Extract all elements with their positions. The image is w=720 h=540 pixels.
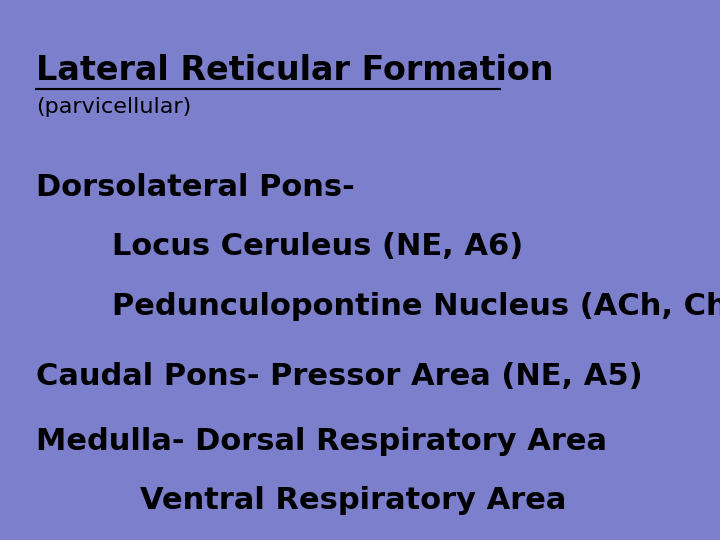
- Text: (parvicellular): (parvicellular): [36, 97, 192, 117]
- Text: Ventral Respiratory Area: Ventral Respiratory Area: [140, 486, 567, 515]
- Text: Medulla- Dorsal Respiratory Area: Medulla- Dorsal Respiratory Area: [36, 427, 607, 456]
- Text: Caudal Pons- Pressor Area (NE, A5): Caudal Pons- Pressor Area (NE, A5): [36, 362, 643, 391]
- Text: Locus Ceruleus (NE, A6): Locus Ceruleus (NE, A6): [112, 232, 523, 261]
- Text: Lateral Reticular Formation: Lateral Reticular Formation: [36, 54, 554, 87]
- Text: Dorsolateral Pons-: Dorsolateral Pons-: [36, 173, 355, 202]
- Text: Pedunculopontine Nucleus (ACh, Ch5): Pedunculopontine Nucleus (ACh, Ch5): [112, 292, 720, 321]
